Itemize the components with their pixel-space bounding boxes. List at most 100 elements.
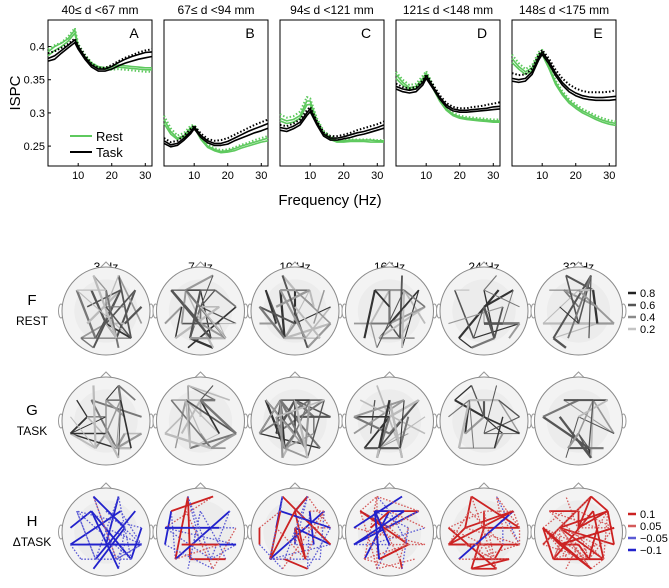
connection-edge xyxy=(448,306,503,325)
series-line-task xyxy=(395,73,501,110)
head-map xyxy=(436,482,532,577)
positive-edge xyxy=(542,527,590,560)
ispc-line-charts: ISPC Frequency (Hz) 40≤ d <67 mm A 10 20 30 0.2… xyxy=(7,3,617,209)
connection-edge xyxy=(174,306,183,339)
connection-edge xyxy=(482,306,496,339)
connection-edge xyxy=(199,399,221,434)
positive-edge xyxy=(175,543,220,560)
series-line-rest xyxy=(279,96,384,142)
row-label: TASK xyxy=(17,424,47,438)
positive-edge xyxy=(448,527,485,546)
connection-edge xyxy=(374,289,391,308)
positive-edge xyxy=(259,510,281,529)
negative-edge xyxy=(283,496,309,560)
connection-edge xyxy=(124,306,143,325)
connection-edge xyxy=(502,289,514,324)
positive-edge xyxy=(269,510,296,560)
connection-edge xyxy=(92,275,107,291)
series-line-task xyxy=(511,53,617,102)
connection-edge xyxy=(388,323,401,339)
connection-edge xyxy=(563,399,615,434)
connection-edge xyxy=(164,416,183,435)
connection-edge xyxy=(378,399,420,449)
negative-edge xyxy=(69,510,122,546)
nose-shape xyxy=(99,482,113,490)
connection-edge xyxy=(399,400,405,449)
row-letter: G xyxy=(26,402,38,419)
panel-title: 148≤ d <175 mm xyxy=(519,3,609,17)
head-map xyxy=(58,482,154,577)
positive-edge xyxy=(370,544,378,569)
connection-edge xyxy=(493,416,504,449)
chart-panel-a: 40≤ d <67 mm A 10 20 30 0.25 0.3 0.35 0.4 RestTas… xyxy=(24,3,153,182)
connection-edge xyxy=(468,400,475,449)
positive-edge xyxy=(578,510,609,529)
negative-edge xyxy=(353,510,405,546)
connection-edge xyxy=(483,416,520,435)
connection-edge xyxy=(259,305,296,325)
nose-shape xyxy=(383,371,396,379)
x-tick-label: 20 xyxy=(106,170,118,182)
connection-edge xyxy=(577,399,594,434)
connection-edge xyxy=(279,289,286,339)
edge-group xyxy=(69,495,143,570)
positive-edge xyxy=(470,527,485,570)
connection-edge xyxy=(115,400,122,449)
x-tick-label: 10 xyxy=(420,170,432,182)
x-tick-label: 10 xyxy=(72,170,84,182)
negative-edge xyxy=(401,527,409,569)
negative-edge xyxy=(279,496,284,512)
connection-edge xyxy=(199,306,227,339)
positive-edge xyxy=(606,510,615,545)
edge-group xyxy=(447,495,521,570)
connection-edge xyxy=(258,306,286,339)
x-tick-label: 30 xyxy=(371,170,383,182)
connection-edge xyxy=(493,433,504,449)
nose-shape xyxy=(383,482,396,490)
positive-edge xyxy=(353,527,426,546)
positive-edge xyxy=(389,510,420,529)
connection-edge xyxy=(200,275,214,308)
nose-shape xyxy=(288,482,302,490)
connection-edge xyxy=(567,275,592,339)
negative-edge xyxy=(374,510,391,545)
positive-edge xyxy=(304,510,325,560)
connection-edge xyxy=(164,306,183,325)
connection-edge xyxy=(283,322,296,339)
head-map xyxy=(247,371,343,466)
connection-edge xyxy=(388,289,420,325)
connection-edge xyxy=(306,399,325,458)
positive-edge xyxy=(269,510,282,560)
head-map xyxy=(341,261,438,356)
series-line-task xyxy=(163,127,269,148)
x-axis-label: Frequency (Hz) xyxy=(278,192,381,209)
connection-edge xyxy=(279,400,284,458)
negative-edge xyxy=(92,496,118,560)
connection-edge xyxy=(588,400,594,449)
connection-edge xyxy=(189,337,214,349)
connection-edge xyxy=(283,432,296,449)
positive-edge xyxy=(464,510,514,529)
x-tick-label: 20 xyxy=(454,170,466,182)
connection-edge xyxy=(454,399,485,418)
x-tick-label: 10 xyxy=(304,170,316,182)
connection-edge xyxy=(70,416,107,435)
negative-edge xyxy=(105,527,142,546)
positive-edge xyxy=(471,558,510,570)
panel-title: 94≤ d <121 mm xyxy=(290,3,374,17)
connection-edge xyxy=(508,322,521,339)
connection-edge xyxy=(304,400,311,449)
x-tick-label: 30 xyxy=(603,170,615,182)
series-line-task xyxy=(47,41,153,72)
connection-edge xyxy=(376,289,405,349)
series-line-rest xyxy=(511,48,617,123)
positive-edge xyxy=(590,495,609,512)
connection-edge xyxy=(200,306,237,325)
connection-edge xyxy=(105,399,122,434)
weight-legend: 0.80.60.40.2 xyxy=(628,288,655,336)
positive-edge xyxy=(565,544,580,570)
chart-panel-c: 94≤ d <121 mm C 10 20 30 xyxy=(279,3,385,182)
y-axis-label: ISPC xyxy=(7,75,24,110)
connection-edge xyxy=(281,274,296,291)
connection-edge xyxy=(483,275,497,291)
